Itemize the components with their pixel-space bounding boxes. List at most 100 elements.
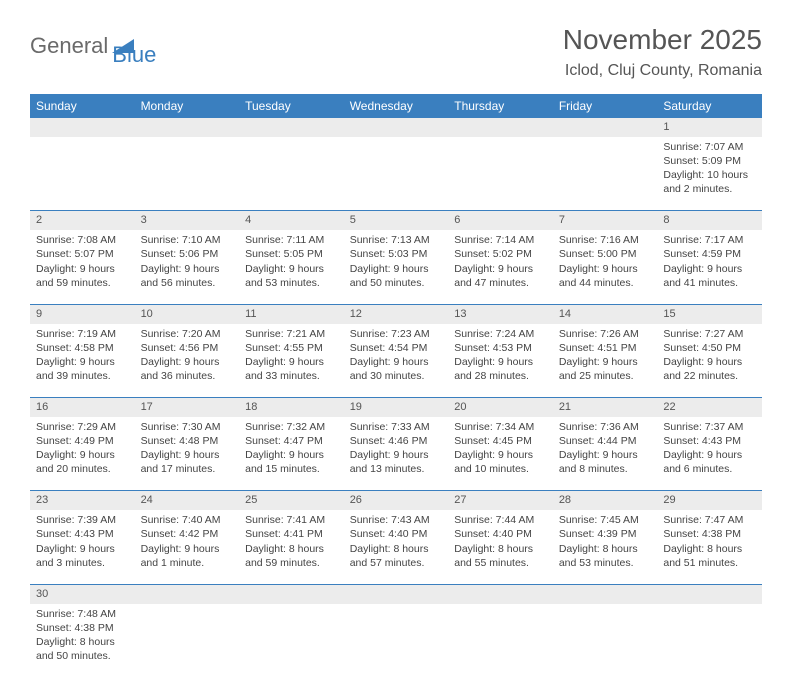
sunset-line: Sunset: 4:40 PM — [350, 527, 443, 541]
day-number-cell — [553, 118, 658, 137]
sunrise-line: Sunrise: 7:16 AM — [559, 233, 652, 247]
day-number-cell: 16 — [30, 398, 135, 417]
day-number-cell: 11 — [239, 304, 344, 323]
sunset-line: Sunset: 4:44 PM — [559, 434, 652, 448]
day-number-cell: 30 — [30, 584, 135, 603]
day-number-row: 9101112131415 — [30, 304, 762, 323]
day-number-cell — [135, 584, 240, 603]
sunrise-line: Sunrise: 7:23 AM — [350, 327, 443, 341]
sunrise-line: Sunrise: 7:17 AM — [663, 233, 756, 247]
day-detail-cell — [239, 604, 344, 678]
sunset-line: Sunset: 5:05 PM — [245, 247, 338, 261]
day-detail-row: Sunrise: 7:39 AMSunset: 4:43 PMDaylight:… — [30, 510, 762, 584]
day-detail-cell — [553, 137, 658, 211]
weekday-thursday: Thursday — [448, 94, 553, 118]
day-detail-cell: Sunrise: 7:30 AMSunset: 4:48 PMDaylight:… — [135, 417, 240, 491]
daylight-line: Daylight: 9 hours and 41 minutes. — [663, 262, 756, 290]
daylight-line: Daylight: 9 hours and 25 minutes. — [559, 355, 652, 383]
sunset-line: Sunset: 4:54 PM — [350, 341, 443, 355]
day-number-cell: 23 — [30, 491, 135, 510]
daylight-line: Daylight: 9 hours and 22 minutes. — [663, 355, 756, 383]
day-detail-cell: Sunrise: 7:08 AMSunset: 5:07 PMDaylight:… — [30, 230, 135, 304]
day-number-cell: 24 — [135, 491, 240, 510]
sunrise-line: Sunrise: 7:37 AM — [663, 420, 756, 434]
day-detail-cell: Sunrise: 7:10 AMSunset: 5:06 PMDaylight:… — [135, 230, 240, 304]
day-detail-cell — [30, 137, 135, 211]
sunrise-line: Sunrise: 7:26 AM — [559, 327, 652, 341]
daylight-line: Daylight: 9 hours and 20 minutes. — [36, 448, 129, 476]
daylight-line: Daylight: 9 hours and 13 minutes. — [350, 448, 443, 476]
day-number-cell: 14 — [553, 304, 658, 323]
day-number-cell — [30, 118, 135, 137]
day-number-cell: 1 — [657, 118, 762, 137]
day-detail-row: Sunrise: 7:48 AMSunset: 4:38 PMDaylight:… — [30, 604, 762, 678]
sunrise-line: Sunrise: 7:47 AM — [663, 513, 756, 527]
day-detail-cell: Sunrise: 7:44 AMSunset: 4:40 PMDaylight:… — [448, 510, 553, 584]
sunrise-line: Sunrise: 7:32 AM — [245, 420, 338, 434]
daylight-line: Daylight: 9 hours and 59 minutes. — [36, 262, 129, 290]
day-number-cell: 2 — [30, 211, 135, 230]
sunset-line: Sunset: 5:07 PM — [36, 247, 129, 261]
day-detail-cell: Sunrise: 7:17 AMSunset: 4:59 PMDaylight:… — [657, 230, 762, 304]
day-detail-cell — [344, 137, 449, 211]
day-detail-cell: Sunrise: 7:24 AMSunset: 4:53 PMDaylight:… — [448, 324, 553, 398]
day-detail-cell: Sunrise: 7:29 AMSunset: 4:49 PMDaylight:… — [30, 417, 135, 491]
daylight-line: Daylight: 9 hours and 6 minutes. — [663, 448, 756, 476]
sunset-line: Sunset: 4:51 PM — [559, 341, 652, 355]
day-number-cell: 12 — [344, 304, 449, 323]
daylight-line: Daylight: 9 hours and 36 minutes. — [141, 355, 234, 383]
sunset-line: Sunset: 4:47 PM — [245, 434, 338, 448]
day-number-cell: 3 — [135, 211, 240, 230]
sunrise-line: Sunrise: 7:29 AM — [36, 420, 129, 434]
day-detail-row: Sunrise: 7:29 AMSunset: 4:49 PMDaylight:… — [30, 417, 762, 491]
page-title: November 2025 — [563, 24, 762, 56]
day-detail-cell — [448, 137, 553, 211]
day-detail-cell: Sunrise: 7:21 AMSunset: 4:55 PMDaylight:… — [239, 324, 344, 398]
daylight-line: Daylight: 9 hours and 47 minutes. — [454, 262, 547, 290]
sunset-line: Sunset: 4:58 PM — [36, 341, 129, 355]
sunset-line: Sunset: 4:49 PM — [36, 434, 129, 448]
daylight-line: Daylight: 8 hours and 55 minutes. — [454, 542, 547, 570]
daylight-line: Daylight: 9 hours and 50 minutes. — [350, 262, 443, 290]
sunset-line: Sunset: 4:40 PM — [454, 527, 547, 541]
day-number-cell: 26 — [344, 491, 449, 510]
sunrise-line: Sunrise: 7:43 AM — [350, 513, 443, 527]
day-detail-cell: Sunrise: 7:13 AMSunset: 5:03 PMDaylight:… — [344, 230, 449, 304]
sunrise-line: Sunrise: 7:48 AM — [36, 607, 129, 621]
day-detail-cell — [657, 604, 762, 678]
day-number-cell: 19 — [344, 398, 449, 417]
day-detail-cell: Sunrise: 7:47 AMSunset: 4:38 PMDaylight:… — [657, 510, 762, 584]
day-number-cell — [344, 584, 449, 603]
sunset-line: Sunset: 5:03 PM — [350, 247, 443, 261]
logo-text-general: General — [30, 33, 108, 59]
daylight-line: Daylight: 9 hours and 15 minutes. — [245, 448, 338, 476]
calendar-table: Sunday Monday Tuesday Wednesday Thursday… — [30, 94, 762, 678]
sunset-line: Sunset: 5:02 PM — [454, 247, 547, 261]
day-number-cell: 8 — [657, 211, 762, 230]
weekday-saturday: Saturday — [657, 94, 762, 118]
day-number-cell: 18 — [239, 398, 344, 417]
day-number-cell: 21 — [553, 398, 658, 417]
day-detail-cell — [239, 137, 344, 211]
logo-text-blue: Blue — [112, 42, 156, 68]
daylight-line: Daylight: 8 hours and 59 minutes. — [245, 542, 338, 570]
day-detail-cell — [135, 137, 240, 211]
weekday-wednesday: Wednesday — [344, 94, 449, 118]
daylight-line: Daylight: 9 hours and 3 minutes. — [36, 542, 129, 570]
sunrise-line: Sunrise: 7:44 AM — [454, 513, 547, 527]
daylight-line: Daylight: 8 hours and 53 minutes. — [559, 542, 652, 570]
sunrise-line: Sunrise: 7:19 AM — [36, 327, 129, 341]
sunrise-line: Sunrise: 7:34 AM — [454, 420, 547, 434]
sunset-line: Sunset: 4:43 PM — [663, 434, 756, 448]
day-number-cell: 7 — [553, 211, 658, 230]
day-detail-cell: Sunrise: 7:37 AMSunset: 4:43 PMDaylight:… — [657, 417, 762, 491]
daylight-line: Daylight: 9 hours and 56 minutes. — [141, 262, 234, 290]
sunset-line: Sunset: 4:53 PM — [454, 341, 547, 355]
sunset-line: Sunset: 5:00 PM — [559, 247, 652, 261]
sunrise-line: Sunrise: 7:11 AM — [245, 233, 338, 247]
sunset-line: Sunset: 4:55 PM — [245, 341, 338, 355]
sunset-line: Sunset: 4:38 PM — [36, 621, 129, 635]
calendar-body: 1Sunrise: 7:07 AMSunset: 5:09 PMDaylight… — [30, 118, 762, 678]
day-detail-row: Sunrise: 7:19 AMSunset: 4:58 PM Daylight:… — [30, 324, 762, 398]
day-number-cell — [448, 584, 553, 603]
